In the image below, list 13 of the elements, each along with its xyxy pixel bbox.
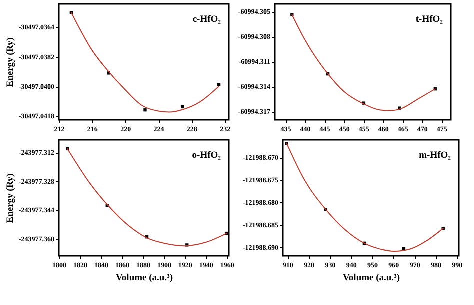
x-axis-title: Volume (a.u.³) [116,274,174,284]
y-axis-title: Energy (Ry) [6,38,16,88]
annotation: m-HfO₂ [419,151,452,161]
point [180,105,184,109]
annotation: o-HfO₂ [192,151,222,161]
line-series [67,148,228,247]
y-axis-title: Energy (Ry) [6,174,16,224]
x-axis-title: Volume (a.u.³) [342,274,400,284]
point [144,108,147,112]
annotation: c-HfO₂ [192,15,222,25]
annotation: t-HfO₂ [416,15,444,25]
point [217,83,221,86]
line-series [70,12,220,113]
